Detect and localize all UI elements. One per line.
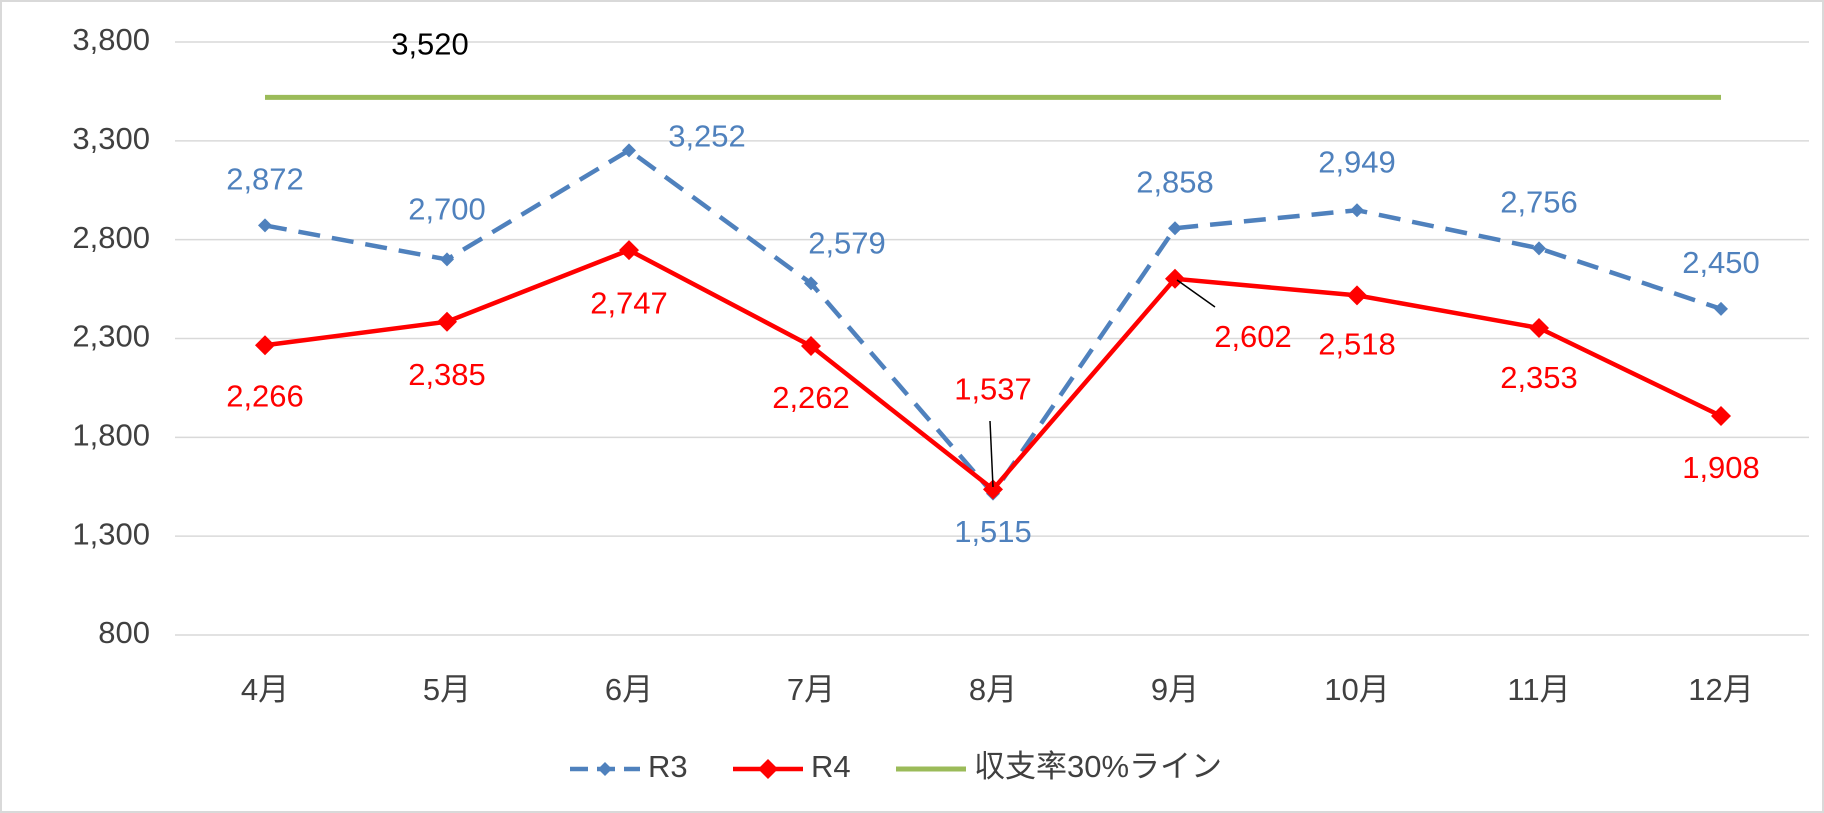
marker [437, 311, 457, 332]
leader-line [989, 420, 994, 488]
y-tick-label: 1,300 [72, 516, 150, 551]
marker [1347, 285, 1367, 306]
data-label: 2,872 [226, 162, 304, 197]
x-tick-label: 9月 [1151, 672, 1199, 707]
legend-label: 収支率30%ライン [974, 749, 1222, 784]
marker [622, 143, 636, 158]
legend-marker [758, 759, 778, 779]
y-tick-label: 1,800 [72, 418, 150, 453]
x-tick-label: 6月 [605, 672, 653, 707]
data-label: 2,579 [808, 226, 886, 261]
x-tick-label: 11月 [1507, 672, 1570, 707]
data-label: 2,756 [1500, 185, 1578, 220]
marker [1168, 221, 1182, 236]
x-tick-label: 5月 [423, 672, 471, 707]
y-tick-label: 3,300 [72, 121, 150, 156]
data-label: 2,858 [1136, 164, 1214, 199]
x-tick-label: 7月 [787, 672, 835, 707]
data-label: 1,908 [1682, 450, 1760, 485]
marker [1529, 318, 1549, 339]
x-tick-label: 12月 [1688, 672, 1753, 707]
marker [619, 240, 639, 261]
data-label: 2,747 [590, 285, 668, 320]
marker [1532, 241, 1546, 256]
x-tick-label: 4月 [241, 672, 289, 707]
data-label: 2,385 [408, 357, 486, 392]
data-label: 2,450 [1682, 245, 1760, 280]
data-label: 2,266 [226, 378, 304, 413]
data-label: 2,262 [772, 380, 850, 415]
data-label: 3,520 [391, 27, 469, 62]
data-label: 3,252 [668, 119, 746, 154]
data-label: 2,949 [1318, 144, 1396, 179]
marker [983, 479, 1003, 500]
marker [255, 335, 275, 356]
x-tick-label: 10月 [1324, 672, 1389, 707]
marker [440, 252, 454, 267]
marker [1350, 203, 1364, 218]
data-label: 2,518 [1318, 327, 1396, 362]
data-label: 2,700 [408, 192, 486, 227]
data-label: 2,353 [1500, 360, 1578, 395]
data-label: 1,515 [954, 514, 1032, 549]
y-tick-label: 2,800 [72, 220, 150, 255]
leader-line [1176, 279, 1216, 308]
marker [1711, 405, 1731, 426]
y-tick-label: 3,800 [72, 22, 150, 57]
data-label: 1,537 [954, 372, 1032, 407]
marker [804, 276, 818, 291]
legend-marker [598, 762, 612, 776]
x-tick-label: 8月 [969, 672, 1017, 707]
legend-label: R3 [648, 749, 688, 784]
y-tick-label: 800 [98, 615, 150, 650]
data-label: 2,602 [1214, 319, 1292, 354]
marker [801, 336, 821, 357]
marker [1165, 268, 1185, 289]
y-tick-label: 2,300 [72, 319, 150, 354]
marker [258, 218, 272, 233]
legend-label: R4 [811, 749, 851, 784]
marker [1714, 301, 1728, 316]
